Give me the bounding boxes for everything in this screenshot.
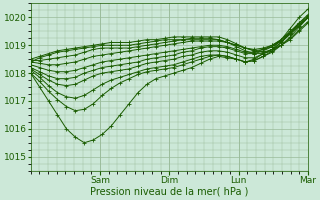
X-axis label: Pression niveau de la mer( hPa ): Pression niveau de la mer( hPa ) bbox=[90, 187, 249, 197]
